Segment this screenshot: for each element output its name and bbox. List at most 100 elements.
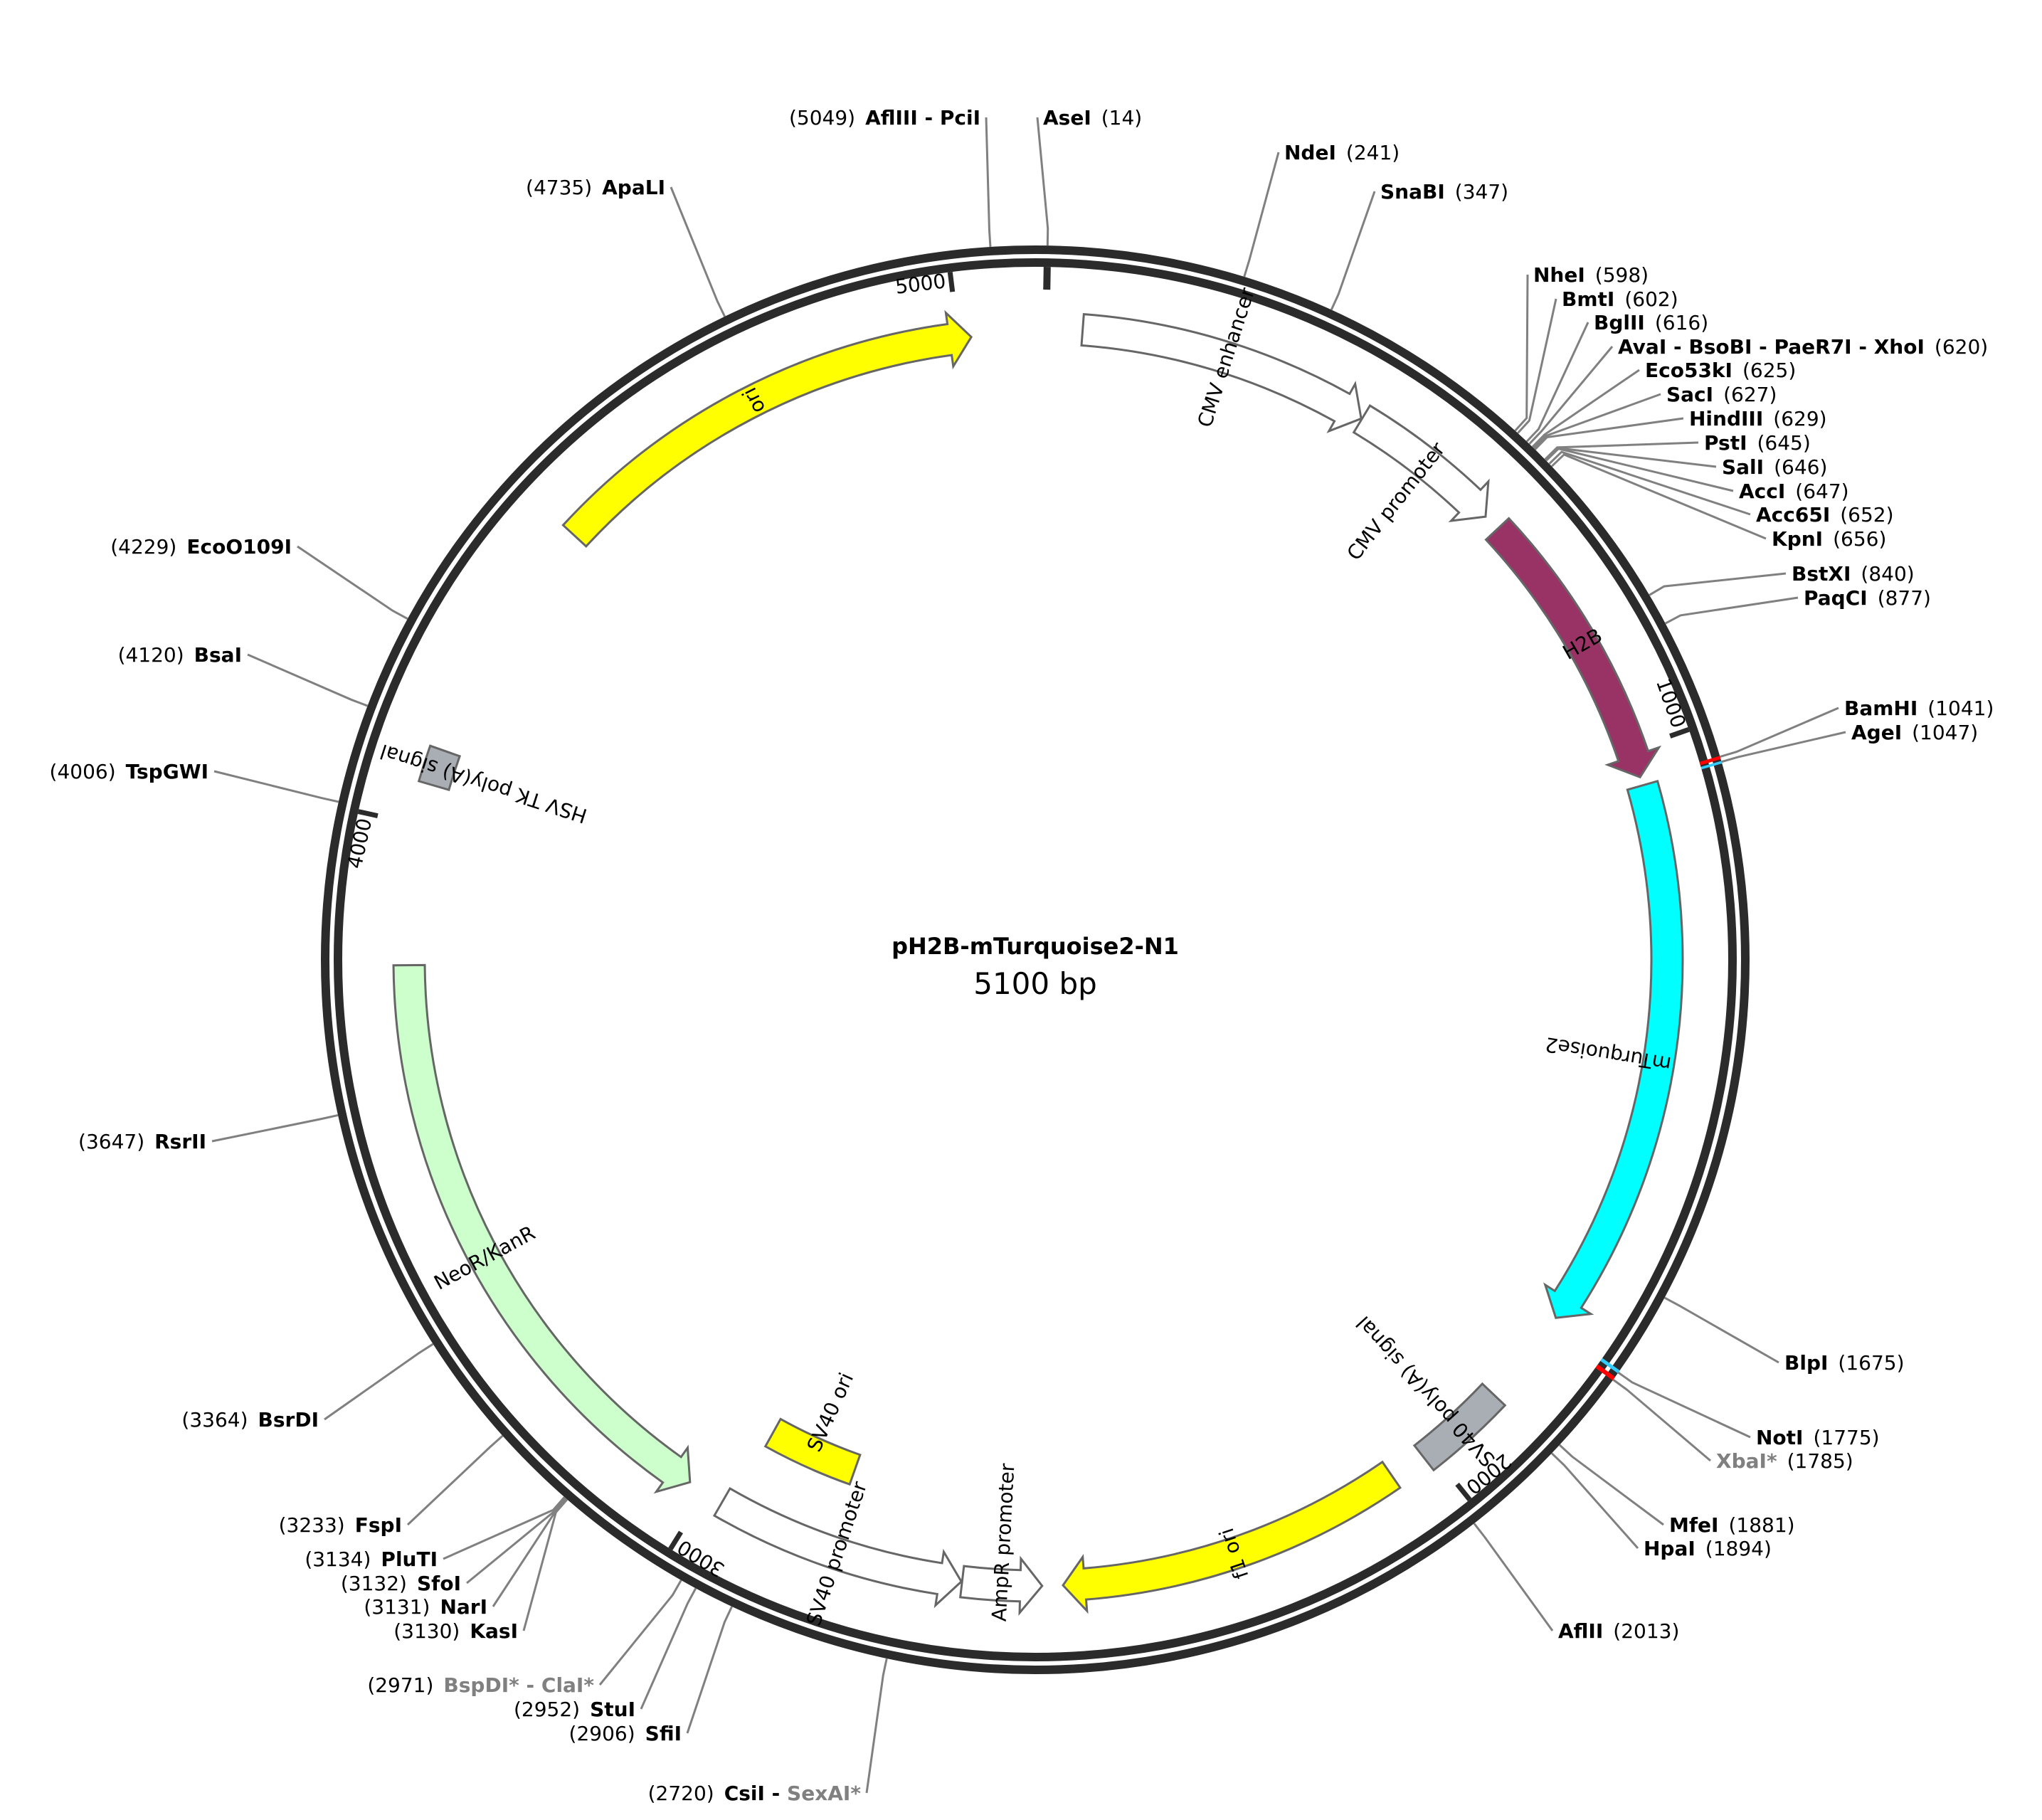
- feature-ori: [561, 309, 973, 548]
- site-name: RsrII: [154, 1130, 206, 1153]
- site-name: SfoI: [417, 1572, 461, 1595]
- site-position: (1785): [1787, 1449, 1853, 1473]
- site-label-noti: NotI (1775): [1756, 1426, 1880, 1449]
- site-leader-saci: [1533, 393, 1661, 449]
- site-name: BamHI: [1844, 697, 1917, 720]
- site-label-paqci: PaqCI (877): [1804, 586, 1931, 610]
- site-leader-acci: [1545, 447, 1734, 492]
- site-label-bglii: BglII (616): [1594, 311, 1708, 334]
- site-position: (4006): [50, 760, 116, 783]
- site-leader-snabi: [1330, 191, 1376, 310]
- site-label-pluti: (3134) PluTI: [305, 1547, 438, 1571]
- site-position: (3647): [78, 1130, 144, 1153]
- site-leader-avai-bsobi-paer7i-xhoi: [1528, 346, 1614, 445]
- site-position: (840): [1861, 562, 1914, 586]
- site-label-asei: AseI (14): [1043, 106, 1142, 129]
- site-label-apali: (4735) ApaLI: [526, 176, 665, 199]
- ruler-tick: [1455, 1482, 1472, 1502]
- site-leader-ecoo109i: [297, 545, 408, 620]
- site-label-nari: (3131) NarI: [364, 1595, 487, 1619]
- site-name: NotI: [1756, 1426, 1803, 1449]
- site-name: HindIII: [1689, 407, 1763, 430]
- backbone-outer-strand: [321, 245, 1750, 1674]
- site-position: (652): [1840, 503, 1893, 527]
- site-position: (3364): [181, 1408, 248, 1432]
- ruler-tick: [668, 1530, 683, 1550]
- site-position: (616): [1655, 311, 1708, 334]
- site-leader-eco53ki: [1531, 369, 1640, 448]
- site-name: MfeI: [1669, 1513, 1718, 1537]
- site-label-bspdi-clai: (2971) BspDI* - ClaI*: [367, 1673, 594, 1697]
- site-label-snabi: SnaBI (347): [1380, 180, 1508, 203]
- site-separator: -: [765, 1782, 787, 1805]
- site-position: (14): [1101, 106, 1142, 129]
- feature-neor-kanr: [392, 963, 692, 1494]
- site-name: SacI: [1666, 383, 1713, 406]
- site-leader-tspgwi: [213, 770, 339, 803]
- site-name: AvaI - BsoBI - PaeR7I - XhoI: [1618, 335, 1925, 359]
- site-label-ecoo109i: (4229) EcoO109I: [110, 535, 292, 559]
- site-leader-apali: [670, 186, 726, 317]
- site-label-hindiii: HindIII (629): [1689, 407, 1827, 430]
- site-position: (602): [1624, 287, 1678, 311]
- site-name: NheI: [1533, 263, 1585, 287]
- site-leader-noti: [1617, 1371, 1751, 1439]
- site-label-hpai: HpaI (1894): [1644, 1537, 1772, 1560]
- site-position: (5049): [789, 106, 855, 129]
- site-label-nhei: NheI (598): [1533, 263, 1649, 287]
- site-leader-bglii: [1525, 322, 1589, 443]
- site-label-saci: SacI (627): [1666, 383, 1777, 406]
- site-position: (620): [1935, 335, 1988, 359]
- site-leader-kpni: [1550, 453, 1767, 540]
- site-name: KasI: [470, 1619, 518, 1643]
- site-name: AgeI: [1851, 721, 1902, 744]
- site-leader-blpi: [1663, 1296, 1779, 1364]
- feature-h2b: [1484, 517, 1662, 779]
- site-name: StuI: [590, 1698, 635, 1721]
- site-name: BlpI: [1784, 1351, 1828, 1375]
- plasmid-backbone: [321, 245, 1750, 1674]
- site-position: (347): [1455, 180, 1508, 203]
- site-leader-aflii: [1473, 1523, 1554, 1631]
- site-position: (647): [1795, 480, 1848, 503]
- site-label-bmti: BmtI (602): [1562, 287, 1678, 311]
- feature-sv40-promoter: [712, 1487, 963, 1609]
- site-name: BsrDI: [258, 1408, 319, 1432]
- ruler-tick: [357, 809, 379, 819]
- site-label-rsrii: (3647) RsrII: [78, 1130, 206, 1153]
- site-position: (4120): [118, 643, 184, 667]
- site-name: EcoO109I: [186, 535, 292, 559]
- site-position: (598): [1595, 263, 1649, 287]
- site-label-stui: (2952) StuI: [514, 1698, 635, 1721]
- site-position: (656): [1833, 527, 1886, 551]
- site-label-bamhi: BamHI (1041): [1844, 697, 1994, 720]
- site-label-eco53ki: Eco53kI (625): [1645, 359, 1796, 382]
- site-name: CsiI: [724, 1782, 765, 1805]
- plasmid-name: pH2B-mTurquoise2-N1: [892, 933, 1179, 960]
- site-leader-agei: [1721, 731, 1846, 763]
- feature-label-hsv-tk-poly-a-signal: HSV TK poly(A) signal: [377, 739, 590, 827]
- site-leader-csii: [865, 1658, 888, 1794]
- site-position: (627): [1723, 383, 1777, 406]
- site-position: (2906): [569, 1722, 635, 1745]
- site-label-kpni: KpnI (656): [1772, 527, 1886, 551]
- site-label-blpi: BlpI (1675): [1784, 1351, 1905, 1375]
- feature-hsv-tk-poly-a-signal: [417, 744, 462, 791]
- site-name: BsaI: [194, 643, 242, 667]
- site-label-kasi: (3130) KasI: [393, 1619, 518, 1643]
- site-position: (1675): [1838, 1351, 1904, 1375]
- site-leader-bsrdi: [324, 1343, 434, 1421]
- feature-cmv-enhancer: [1080, 312, 1363, 433]
- site-label-psti: PstI (645): [1704, 431, 1811, 455]
- site-leader-sfoi: [466, 1497, 567, 1584]
- site-position: (2952): [514, 1698, 580, 1721]
- site-label-xbai: XbaI* (1785): [1716, 1449, 1853, 1473]
- site-name: TspGWI: [126, 760, 208, 783]
- site-name: NdeI: [1284, 141, 1336, 164]
- site-position: (4229): [110, 535, 176, 559]
- site-position: (629): [1773, 407, 1826, 430]
- site-name: BglII: [1594, 311, 1645, 334]
- site-label-acc65i: Acc65I (652): [1756, 503, 1894, 527]
- site-label-sali: SalI (646): [1722, 455, 1827, 479]
- feature-mturquoise2: [1543, 779, 1684, 1319]
